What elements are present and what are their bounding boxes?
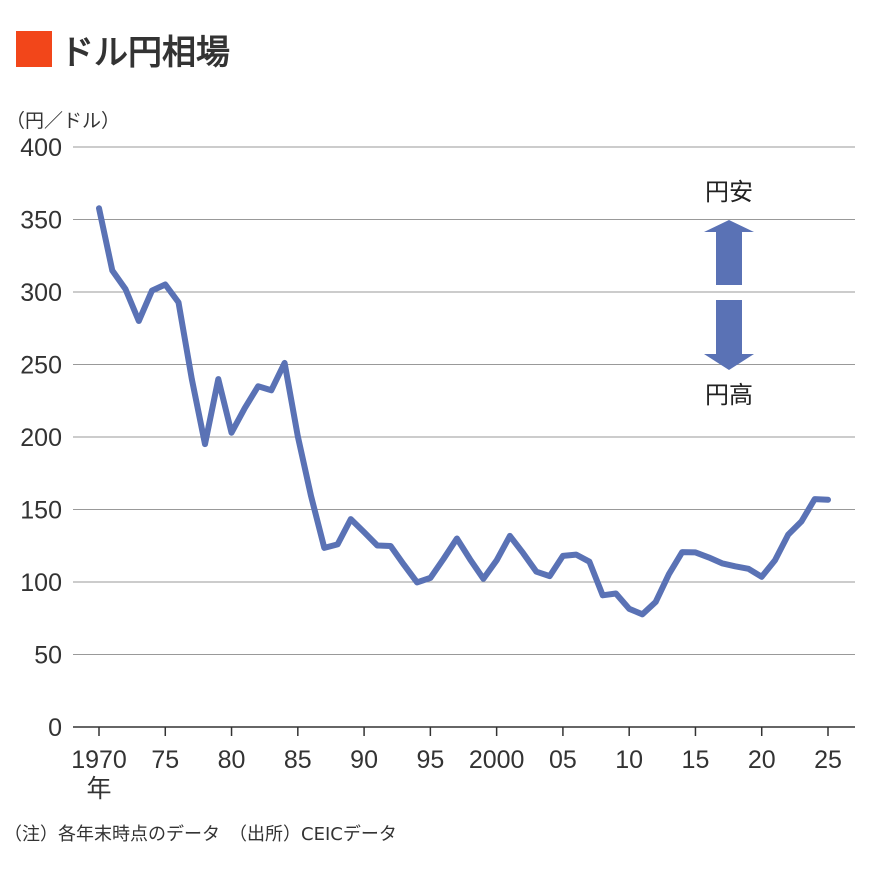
direction-arrows: 円安 円高 (704, 178, 754, 409)
x-tick-label: 80 (218, 746, 246, 774)
up-arrow-icon (704, 220, 754, 285)
x-tick-label: 25 (814, 746, 842, 774)
down-arrow-icon (704, 300, 754, 370)
chart-title: ドル円相場 (60, 33, 230, 73)
y-tick-label: 150 (20, 497, 62, 525)
y-tick-label: 100 (20, 569, 62, 597)
y-tick-label: 400 (20, 134, 62, 162)
title-marker (16, 31, 52, 67)
y-axis: 0 50 100 150 200 250 300 350 400 (20, 134, 62, 742)
x-tick-label: 2000 (469, 746, 525, 774)
y-axis-label: （円／ドル） (6, 110, 120, 132)
series-line (96, 205, 831, 618)
x-axis: 1970 75 80 85 90 95 2000 05 10 15 20 25 (71, 727, 842, 774)
x-tick-label: 10 (615, 746, 643, 774)
y-tick-label: 250 (20, 352, 62, 380)
x-tick-label: 20 (748, 746, 776, 774)
x-tick-label: 85 (284, 746, 312, 774)
y-tick-label: 300 (20, 279, 62, 307)
y-tick-label: 350 (20, 207, 62, 235)
x-tick-label: 1970 (71, 746, 127, 774)
x-tick-label: 90 (350, 746, 378, 774)
y-tick-label: 50 (34, 642, 62, 670)
x-tick-label: 95 (416, 746, 444, 774)
gridlines (73, 146, 855, 728)
footnote: （注）各年末時点のデータ （出所）CEICデータ (4, 824, 397, 845)
x-tick-label: 15 (682, 746, 710, 774)
arrow-label-weak-yen: 円安 (705, 178, 753, 206)
arrow-label-strong-yen: 円高 (705, 381, 753, 409)
y-tick-label: 200 (20, 424, 62, 452)
y-tick-label: 0 (48, 714, 62, 742)
x-tick-label: 05 (549, 746, 577, 774)
x-tick-label: 75 (151, 746, 179, 774)
x-axis-unit: 年 (86, 775, 111, 803)
